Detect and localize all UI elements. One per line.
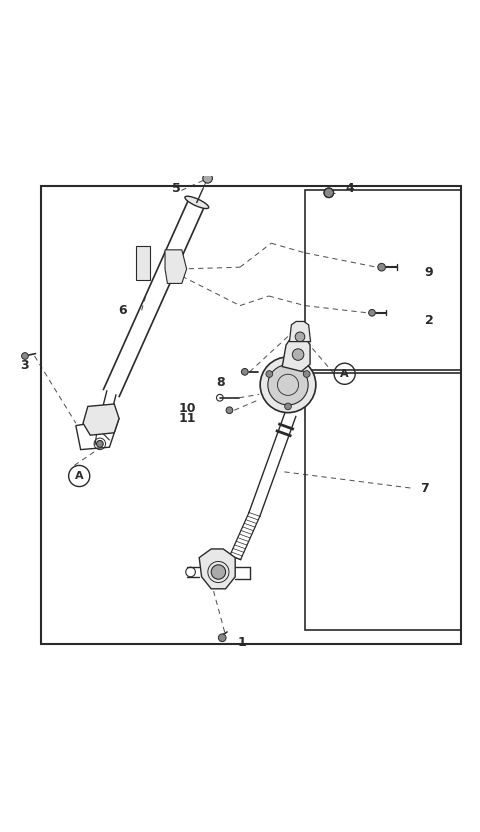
Polygon shape xyxy=(199,549,235,589)
Circle shape xyxy=(268,364,308,405)
Circle shape xyxy=(369,310,375,316)
Text: 5: 5 xyxy=(172,181,181,195)
Circle shape xyxy=(266,370,273,378)
Text: A: A xyxy=(340,369,349,379)
Text: 3: 3 xyxy=(21,359,29,372)
Circle shape xyxy=(203,174,213,183)
Polygon shape xyxy=(83,404,119,435)
Bar xyxy=(305,373,461,630)
Polygon shape xyxy=(135,246,150,280)
Text: A: A xyxy=(75,471,84,481)
Circle shape xyxy=(378,264,385,271)
Text: 11: 11 xyxy=(179,412,196,425)
Ellipse shape xyxy=(185,196,209,209)
Bar xyxy=(305,191,461,370)
Circle shape xyxy=(303,370,310,378)
Circle shape xyxy=(324,188,334,197)
Circle shape xyxy=(96,440,103,448)
Text: 7: 7 xyxy=(420,482,429,494)
Circle shape xyxy=(22,353,28,359)
Text: 8: 8 xyxy=(216,376,225,389)
Circle shape xyxy=(260,357,316,413)
Text: 2: 2 xyxy=(425,314,433,326)
Text: 10: 10 xyxy=(179,403,196,415)
Text: 9: 9 xyxy=(425,265,433,279)
Polygon shape xyxy=(282,333,310,371)
Circle shape xyxy=(241,369,248,375)
Circle shape xyxy=(218,634,226,641)
Text: 1: 1 xyxy=(238,636,247,649)
Circle shape xyxy=(285,403,291,409)
Circle shape xyxy=(292,349,304,360)
Circle shape xyxy=(211,565,226,579)
Circle shape xyxy=(295,332,305,342)
Bar xyxy=(41,186,461,644)
Polygon shape xyxy=(165,250,187,284)
Text: 4: 4 xyxy=(346,181,354,195)
Text: 6: 6 xyxy=(118,304,127,317)
Circle shape xyxy=(226,407,233,414)
Polygon shape xyxy=(289,321,311,342)
